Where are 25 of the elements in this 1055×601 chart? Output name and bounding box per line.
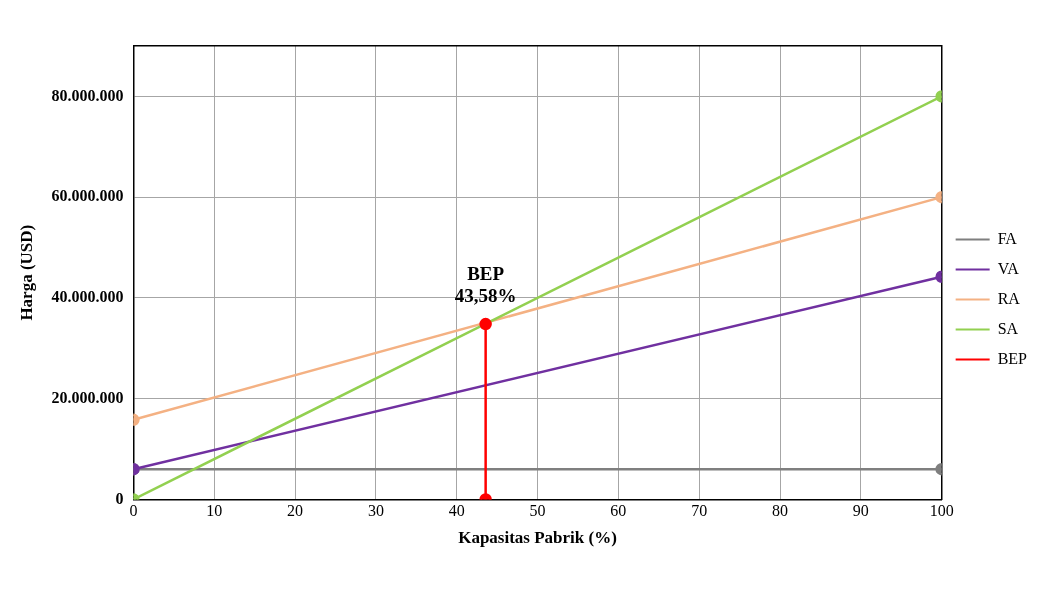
x-tick-label: 10	[206, 502, 223, 520]
y-tick-label: 40.000.000	[51, 288, 124, 306]
x-tick-label: 60	[610, 502, 627, 520]
y-tick-label: 60.000.000	[51, 187, 124, 205]
x-tick-label: 30	[367, 502, 384, 520]
x-tick-label: 20	[287, 502, 304, 520]
x-tick-label: 70	[691, 502, 708, 520]
x-tick-label: 90	[852, 502, 869, 520]
x-tick-label: 50	[529, 502, 546, 520]
annotation: BEP 43,58%	[454, 263, 517, 307]
x-tick-label: 80	[772, 502, 789, 520]
legend-label: RA	[997, 289, 1021, 307]
x-axis-title: Kapasitas Pabrik (%)	[458, 528, 617, 548]
legend-label: SA	[997, 319, 1019, 337]
x-tick-label: 100	[929, 502, 954, 520]
y-axis-title: Harga (USD)	[16, 224, 36, 321]
legend-label: FA	[997, 229, 1018, 247]
y-tick-label: 80.000.000	[51, 86, 124, 104]
y-tick-label: 0	[115, 489, 124, 507]
y-tick-label: 20.000.000	[51, 388, 124, 406]
legend-label: BEP	[997, 349, 1028, 367]
legend-label: VA	[997, 259, 1020, 277]
x-tick-label: 0	[129, 502, 138, 520]
point	[479, 317, 492, 331]
x-tick-label: 40	[448, 502, 465, 520]
